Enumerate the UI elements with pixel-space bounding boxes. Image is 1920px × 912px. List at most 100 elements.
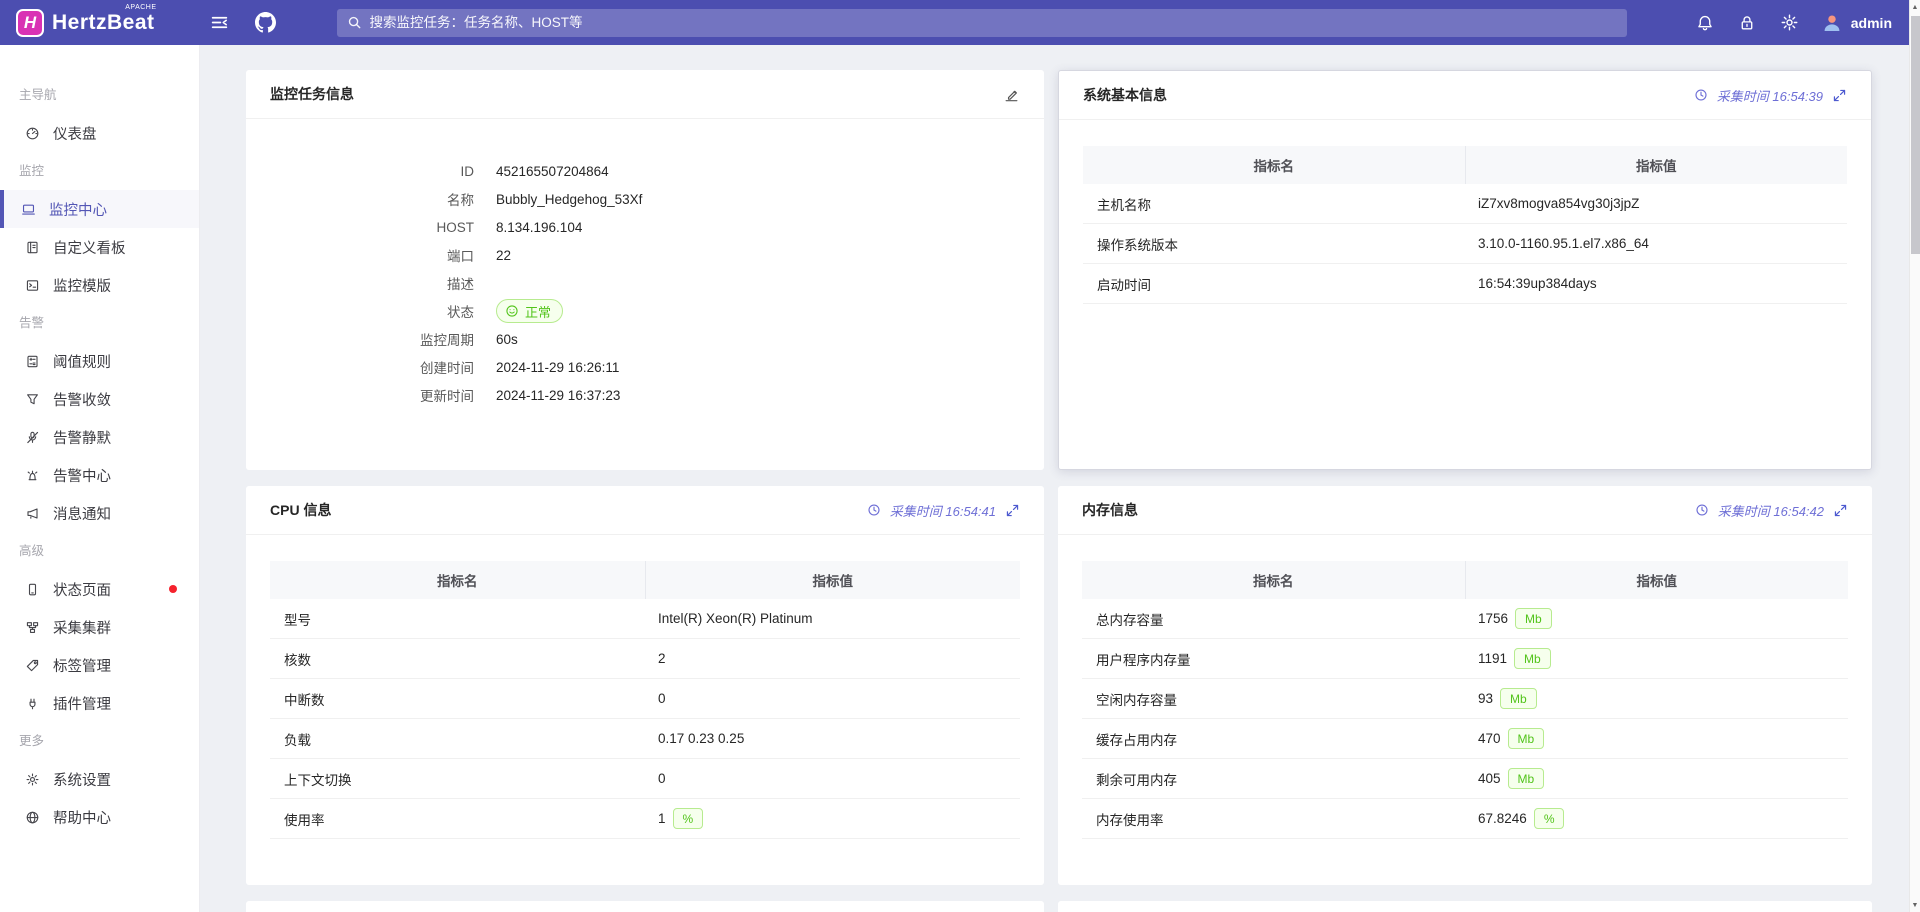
metric-card-title: 内存信息: [1082, 502, 1138, 518]
metric-value-text: 16:54:39up384days: [1478, 276, 1597, 291]
metric-name: 负载: [284, 732, 311, 748]
sidebar-item-label: 告警静默: [53, 430, 111, 447]
table-row: 用户程序内存量 1191 Mb: [1082, 639, 1848, 679]
menu-fold-icon[interactable]: [210, 13, 229, 32]
threshold-icon: [25, 354, 40, 369]
sidebar-item-alert-converge[interactable]: 告警收敛: [0, 380, 199, 418]
unit-badge: %: [672, 808, 704, 829]
sidebar-item-alert-silence[interactable]: 告警静默: [0, 418, 199, 456]
table-column-header: 指标名: [1253, 574, 1294, 589]
sidebar-item-plugin-manage[interactable]: 插件管理: [0, 684, 199, 722]
bell-icon[interactable]: [1696, 14, 1714, 32]
sidebar-item-help-center[interactable]: 帮助中心: [0, 798, 199, 836]
monitor-icon: [21, 202, 36, 217]
sidebar-item-monitor-template[interactable]: 监控模版: [0, 266, 199, 304]
metric-value-text: 3.10.0-1160.95.1.el7.x86_64: [1478, 236, 1649, 251]
table-row: 中断数 0: [270, 679, 1020, 719]
gear-icon[interactable]: [1780, 13, 1799, 32]
metric-name: 缓存占用内存: [1096, 732, 1177, 748]
field-value: 22: [496, 247, 512, 263]
table-row: 启动时间 16:54:39up384days: [1083, 264, 1847, 304]
sidebar-item-custom-board[interactable]: 自定义看板: [0, 228, 199, 266]
sidebar-item-label: 监控中心: [49, 202, 107, 219]
sidebar-item-label: 自定义看板: [53, 240, 126, 257]
metric-value-text: 93: [1478, 691, 1494, 706]
mic-off-icon: [25, 430, 40, 445]
metric-value-text: 1: [658, 811, 666, 826]
metric-value-text: 1756: [1478, 611, 1509, 626]
table-row: 缓存占用内存 470 Mb: [1082, 719, 1848, 759]
cluster-icon: [25, 620, 40, 635]
metric-name: 上下文切换: [284, 772, 352, 788]
sidebar-item-threshold-rules[interactable]: 阈值规则: [0, 342, 199, 380]
sidebar-item-label: 监控模版: [53, 278, 111, 295]
scrollbar-thumb[interactable]: [1911, 16, 1920, 254]
metric-value-text: 405: [1478, 771, 1501, 786]
metric-value: 16:54:39up384days: [1466, 264, 1847, 303]
field-label: HOST: [436, 219, 474, 235]
sidebar-item-status-page[interactable]: 状态页面: [0, 570, 199, 608]
lock-icon[interactable]: [1738, 14, 1756, 32]
metric-name: 核数: [284, 652, 311, 668]
task-field-row: 状态 正常: [246, 297, 1044, 325]
metric-table: 指标名 指标值 总内存容量 1756 Mb 用户程序内存量 1191 Mb 空闲内存容量 93 Mb…: [1082, 561, 1848, 839]
task-field-row: 描述: [246, 269, 1044, 297]
task-field-row: 创建时间 2024-11-29 16:26:11: [246, 353, 1044, 381]
next-row-card-right: [1058, 901, 1872, 912]
window-scrollbar[interactable]: ▲ ▼: [1909, 0, 1920, 912]
sidebar-item-system-settings[interactable]: 系统设置: [0, 760, 199, 798]
metric-value-text: 2: [658, 651, 666, 666]
username[interactable]: admin: [1850, 14, 1892, 31]
metric-value: Intel(R) Xeon(R) Platinum: [646, 599, 1020, 638]
sidebar-item-label: 帮助中心: [53, 810, 111, 827]
github-icon[interactable]: [254, 12, 276, 33]
user-avatar[interactable]: [1821, 12, 1843, 34]
metric-value-text: 0.17 0.23 0.25: [658, 731, 745, 746]
expand-icon[interactable]: [1833, 503, 1848, 518]
table-row: 核数 2: [270, 639, 1020, 679]
expand-icon[interactable]: [1832, 88, 1847, 103]
table-row: 上下文切换 0: [270, 759, 1020, 799]
mobile-icon: [25, 582, 40, 597]
collect-time-label: 采集时间 16:54:39: [1716, 88, 1823, 104]
sidebar-item-label: 采集集群: [53, 620, 111, 637]
table-row: 主机名称 iZ7xv8mogva854vg30j3jpZ: [1083, 184, 1847, 224]
metric-table: 指标名 指标值 主机名称 iZ7xv8mogva854vg30j3jpZ 操作系统版本 3…: [1083, 146, 1847, 304]
clock-icon: [1695, 503, 1709, 517]
clock-icon: [1694, 88, 1708, 102]
scroll-down-icon[interactable]: ▼: [1911, 901, 1919, 909]
megaphone-icon: [25, 506, 40, 521]
metric-value: 2: [646, 639, 1020, 678]
system-basic-card: 系统基本信息 采集时间 16:54:39 指标名 指标值 主机名称 iZ7xv8mog…: [1058, 70, 1872, 470]
alarm-icon: [25, 468, 40, 483]
task-info-card: 监控任务信息 ID 452165507204864 名称 Bubbly_Hedgeho…: [246, 70, 1044, 470]
metric-name: 使用率: [284, 812, 325, 828]
brand[interactable]: HertzBeat APACHE: [52, 4, 156, 35]
task-card-title: 监控任务信息: [270, 86, 354, 102]
scroll-up-icon[interactable]: ▲: [1911, 3, 1919, 11]
hertzbeat-logo-icon[interactable]: H: [16, 8, 44, 37]
sidebar-item-message-notice[interactable]: 消息通知: [0, 494, 199, 532]
field-value: 正常: [496, 299, 564, 323]
field-label: ID: [460, 163, 475, 179]
top-header: H HertzBeat APACHE admin: [0, 0, 1920, 45]
sidebar-item-monitor-center[interactable]: 监控中心: [0, 190, 199, 228]
sidebar-item-collector-cluster[interactable]: 采集集群: [0, 608, 199, 646]
metric-value: 470 Mb: [1466, 719, 1848, 758]
sidebar-item-tag-manage[interactable]: 标签管理: [0, 646, 199, 684]
sidebar-item-alert-center[interactable]: 告警中心: [0, 456, 199, 494]
edit-icon[interactable]: [1003, 86, 1020, 103]
metric-value-text: 1191: [1478, 651, 1508, 666]
brand-name: HertzBeat: [52, 10, 155, 34]
metric-value: 3.10.0-1160.95.1.el7.x86_64: [1466, 224, 1847, 263]
task-field-row: 端口 22: [246, 241, 1044, 269]
collect-time-label: 采集时间 16:54:42: [1717, 503, 1824, 519]
expand-icon[interactable]: [1005, 503, 1020, 518]
brand-apache-label: APACHE: [125, 3, 157, 11]
sidebar-item-dashboard[interactable]: 仪表盘: [0, 114, 199, 152]
nav-section-title: 主导航: [19, 88, 57, 102]
metric-value-text: iZ7xv8mogva854vg30j3jpZ: [1478, 196, 1640, 211]
table-row: 负载 0.17 0.23 0.25: [270, 719, 1020, 759]
search-input[interactable]: [369, 15, 1617, 30]
field-label: 监控周期: [420, 333, 474, 348]
